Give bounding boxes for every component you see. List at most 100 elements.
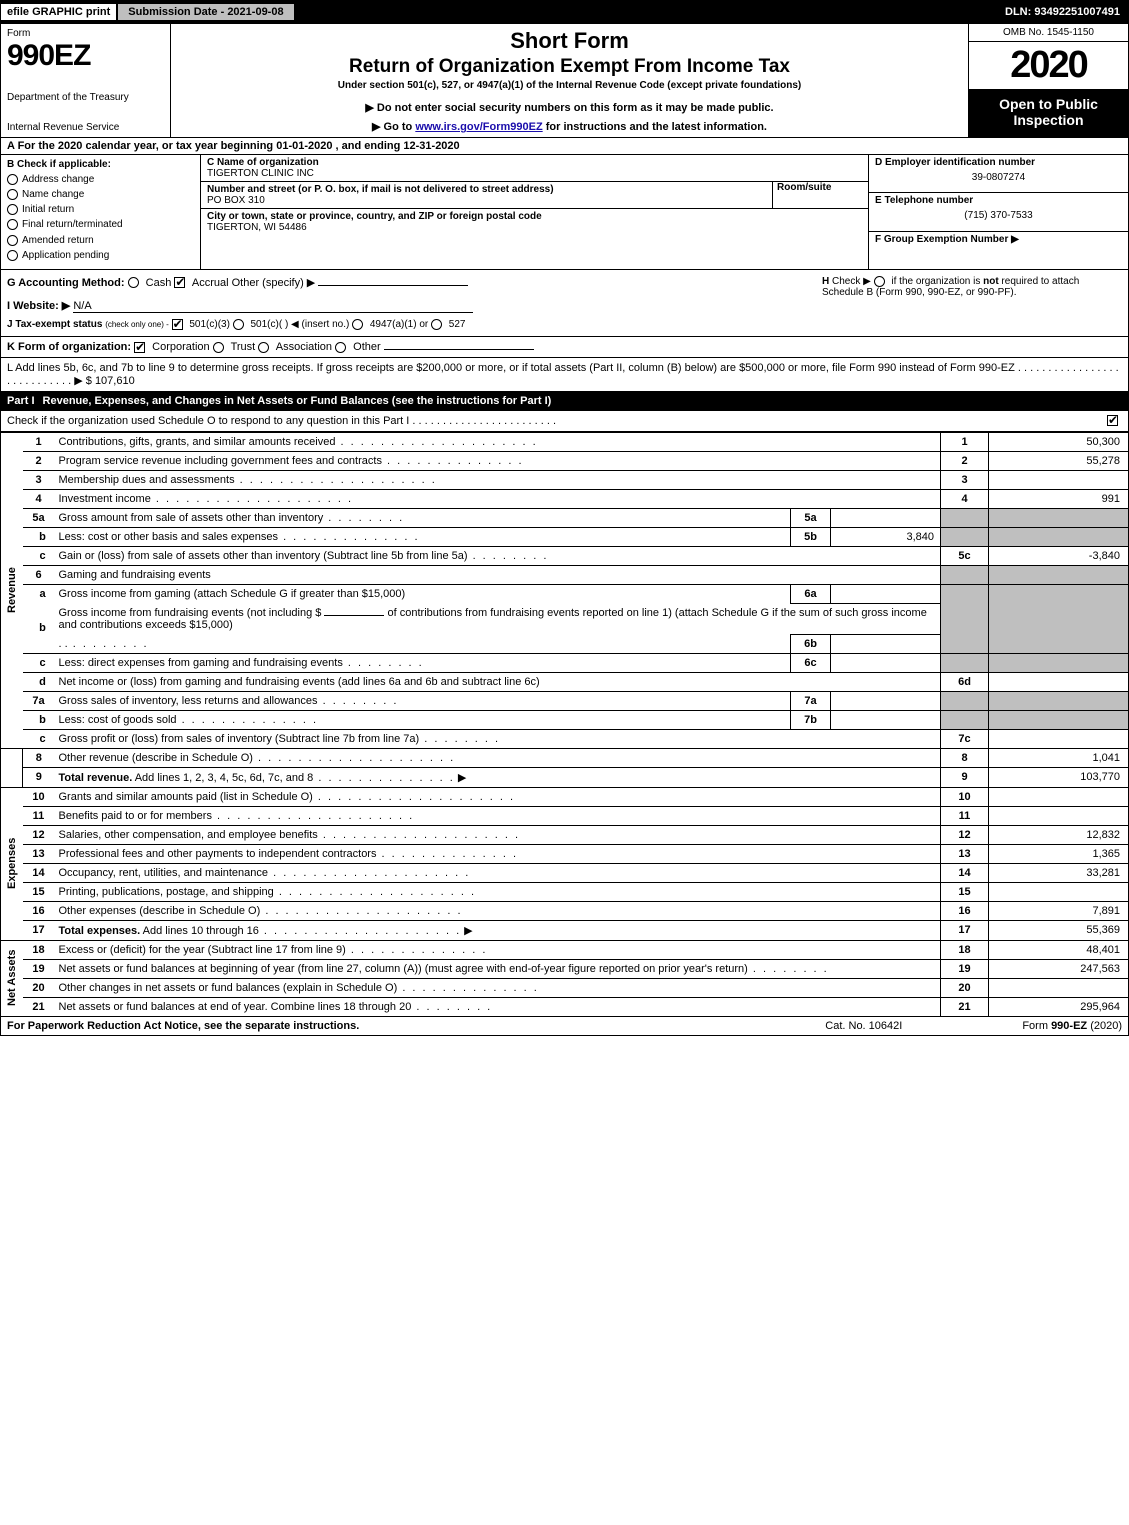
checkbox-icon[interactable]: [7, 174, 18, 185]
line-val: 50,300: [989, 432, 1129, 451]
footer-catno: Cat. No. 10642I: [825, 1020, 902, 1032]
checkbox-icon[interactable]: [258, 342, 269, 353]
i-website: I Website: ▶ N/A: [7, 299, 822, 313]
efile-label: efile GRAPHIC print: [1, 4, 116, 20]
room-label: Room/suite: [777, 182, 862, 193]
row-a-begin: 01-01-2020: [276, 140, 332, 152]
b-label: B Check if applicable:: [7, 159, 194, 170]
l-text: L Add lines 5b, 6c, and 7b to line 9 to …: [7, 362, 1119, 387]
top-bar: efile GRAPHIC print Submission Date - 20…: [0, 0, 1129, 24]
col-d-ein-tel: D Employer identification number 39-0807…: [868, 155, 1128, 269]
dept-irs: Internal Revenue Service: [7, 122, 164, 133]
j-sub: (check only one) -: [105, 320, 169, 329]
row-k: K Form of organization: Corporation Trus…: [0, 337, 1129, 358]
j-label: J Tax-exempt status: [7, 319, 102, 330]
netassets-label: Net Assets: [1, 940, 23, 1016]
checkbox-icon[interactable]: [1107, 415, 1118, 426]
form-header: Form 990EZ Department of the Treasury In…: [0, 24, 1129, 138]
group-label: F Group Exemption Number ▶: [875, 234, 1122, 245]
part1-label: Part I: [7, 395, 43, 407]
name-label: C Name of organization: [207, 157, 862, 168]
row-a-mid: , and ending: [336, 140, 404, 152]
chk-address-change: Address change: [7, 174, 194, 185]
contrib-input[interactable]: [324, 615, 384, 616]
header-center: Short Form Return of Organization Exempt…: [171, 24, 968, 137]
line-num: 1: [23, 432, 55, 451]
chk-pending: Application pending: [7, 250, 194, 261]
tel-row: E Telephone number (715) 370-7533: [869, 193, 1128, 231]
i-label: I Website: ▶: [7, 300, 70, 312]
org-name: TIGERTON CLINIC INC: [207, 168, 862, 179]
ein-val: 39-0807274: [875, 172, 1122, 183]
checkbox-icon[interactable]: [874, 276, 885, 287]
revenue-table: Revenue 1 Contributions, gifts, grants, …: [0, 432, 1129, 1017]
section-bcd: B Check if applicable: Address change Na…: [0, 155, 1129, 270]
part1-check-text: Check if the organization used Schedule …: [7, 415, 556, 427]
header-left: Form 990EZ Department of the Treasury In…: [1, 24, 171, 137]
col-b-checkboxes: B Check if applicable: Address change Na…: [1, 155, 201, 269]
checkbox-icon[interactable]: [431, 319, 442, 330]
checkbox-icon[interactable]: [7, 204, 18, 215]
chk-initial-return: Initial return: [7, 204, 194, 215]
street-label: Number and street (or P. O. box, if mail…: [207, 184, 768, 195]
checkbox-icon[interactable]: [174, 277, 185, 288]
group-row: F Group Exemption Number ▶: [869, 232, 1128, 269]
checkbox-icon[interactable]: [7, 250, 18, 261]
checkbox-icon[interactable]: [7, 189, 18, 200]
row-gh: G Accounting Method: Cash Accrual Other …: [0, 270, 1129, 337]
row-l: L Add lines 5b, 6c, and 7b to line 9 to …: [0, 358, 1129, 392]
line-desc: Contributions, gifts, grants, and simila…: [59, 436, 538, 448]
checkbox-icon[interactable]: [352, 319, 363, 330]
footer-left: For Paperwork Reduction Act Notice, see …: [7, 1020, 825, 1032]
dln: DLN: 93492251007491: [997, 4, 1128, 20]
header-right: OMB No. 1545-1150 2020 Open to Public In…: [968, 24, 1128, 137]
checkbox-icon[interactable]: [335, 342, 346, 353]
subtitle: Under section 501(c), 527, or 4947(a)(1)…: [177, 80, 962, 91]
checkbox-icon[interactable]: [233, 319, 244, 330]
checkbox-icon[interactable]: [128, 277, 139, 288]
l-val: 107,610: [95, 375, 135, 387]
checkbox-icon[interactable]: [213, 342, 224, 353]
checkbox-icon[interactable]: [7, 219, 18, 230]
irs-link[interactable]: www.irs.gov/Form990EZ: [415, 121, 542, 133]
g-accounting: G Accounting Method: Cash Accrual Other …: [7, 276, 822, 289]
g-label: G Accounting Method:: [7, 277, 125, 289]
chk-final-return: Final return/terminated: [7, 219, 194, 230]
line-box: 1: [941, 432, 989, 451]
g-left: G Accounting Method: Cash Accrual Other …: [7, 276, 822, 330]
other-org-input[interactable]: [384, 349, 534, 350]
goto-pre: ▶ Go to: [372, 121, 415, 133]
h-right: H Check ▶ if the organization is not req…: [822, 276, 1122, 330]
checkbox-icon[interactable]: [7, 235, 18, 246]
org-name-row: C Name of organization TIGERTON CLINIC I…: [201, 155, 868, 182]
city-label: City or town, state or province, country…: [207, 211, 542, 222]
form-word: Form: [7, 28, 164, 39]
form-number: 990EZ: [7, 39, 164, 73]
other-specify-input[interactable]: [318, 285, 468, 286]
city-val: TIGERTON, WI 54486: [207, 222, 542, 233]
part1-check: Check if the organization used Schedule …: [0, 411, 1129, 432]
j-tax-exempt: J Tax-exempt status (check only one) - 5…: [7, 319, 822, 330]
goto-line: ▶ Go to www.irs.gov/Form990EZ for instru…: [177, 120, 962, 133]
footer: For Paperwork Reduction Act Notice, see …: [0, 1017, 1129, 1036]
public-inspection: Open to Public Inspection: [969, 90, 1128, 137]
checkbox-icon[interactable]: [172, 319, 183, 330]
revenue-label: Revenue: [1, 432, 23, 748]
col-c-org-info: C Name of organization TIGERTON CLINIC I…: [201, 155, 868, 269]
tax-year: 2020: [969, 42, 1128, 90]
tel-val: (715) 370-7533: [875, 210, 1122, 221]
checkbox-icon[interactable]: [134, 342, 145, 353]
footer-form: Form 990-EZ (2020): [1022, 1020, 1122, 1032]
goto-post: for instructions and the latest informat…: [543, 121, 767, 133]
row-a-pre: A For the 2020 calendar year, or tax yea…: [7, 140, 276, 152]
website-val: N/A: [73, 300, 473, 313]
city-row: City or town, state or province, country…: [201, 209, 868, 235]
return-title: Return of Organization Exempt From Incom…: [177, 56, 962, 78]
expenses-label: Expenses: [1, 787, 23, 940]
tel-label: E Telephone number: [875, 195, 1122, 206]
dept-treasury: Department of the Treasury: [7, 92, 164, 103]
short-form-title: Short Form: [177, 28, 962, 54]
omb-number: OMB No. 1545-1150: [969, 24, 1128, 42]
submission-date: Submission Date - 2021-09-08: [116, 4, 295, 20]
ein-row: D Employer identification number 39-0807…: [869, 155, 1128, 193]
